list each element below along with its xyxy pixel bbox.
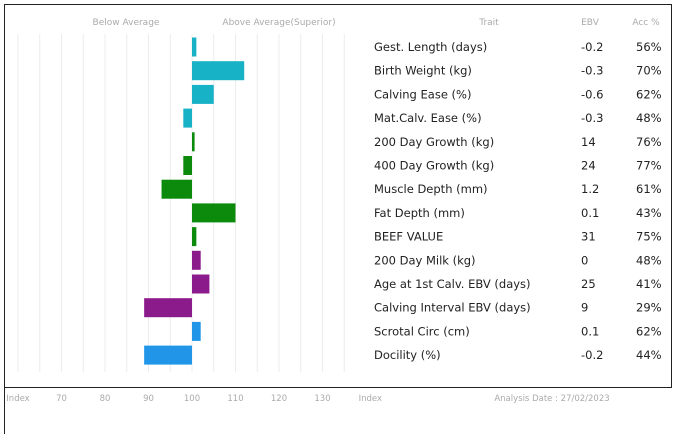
bar — [144, 345, 192, 365]
acc-value: 44% — [636, 348, 662, 362]
tick-label: 70 — [56, 394, 67, 404]
trait-label: Mat.Calv. Ease (%) — [374, 111, 482, 125]
acc-header: Acc % — [632, 18, 660, 28]
ebv-value: -0.2 — [581, 348, 603, 362]
acc-value: 43% — [636, 206, 662, 220]
bar — [192, 37, 197, 57]
ebv-value: -0.6 — [581, 87, 603, 101]
trait-label: Scrotal Circ (cm) — [374, 324, 470, 338]
row-labels: Gest. Length (days) -0.2 56% Birth Weight (… — [374, 40, 662, 362]
ebv-value: 0 — [581, 253, 588, 267]
ebv-value: 31 — [581, 230, 596, 244]
analysis-date: Analysis Date : 27/02/2023 — [494, 394, 609, 404]
trait-label: Age at 1st Calv. EBV (days) — [374, 277, 531, 291]
tick-label: Index — [359, 394, 382, 404]
trait-header: Trait — [478, 18, 499, 28]
acc-value: 56% — [636, 40, 662, 54]
trait-label: Muscle Depth (mm) — [374, 182, 488, 196]
acc-value: 76% — [636, 135, 662, 149]
trait-label: Calving Interval EBV (days) — [374, 301, 531, 315]
bar — [192, 321, 201, 341]
ebv-value: 0.1 — [581, 206, 599, 220]
bar — [183, 108, 192, 128]
ebv-value: 14 — [581, 135, 596, 149]
trait-label: 400 Day Growth (kg) — [374, 159, 494, 173]
acc-value: 29% — [636, 301, 662, 315]
tick-label: 90 — [143, 394, 154, 404]
acc-value: 77% — [636, 159, 662, 173]
bars — [144, 37, 245, 365]
tick-label: 120 — [271, 394, 287, 404]
acc-value: 70% — [636, 64, 662, 78]
acc-value: 62% — [636, 324, 662, 338]
acc-value: 75% — [636, 230, 662, 244]
acc-value: 62% — [636, 87, 662, 101]
above-average-header: Above Average(Superior) — [222, 18, 335, 28]
trait-label: Docility (%) — [374, 348, 441, 362]
x-axis-ticks: Index 70 80 90 100 110 120 130 Index — [6, 394, 382, 404]
trait-label: 200 Day Milk (kg) — [374, 253, 476, 267]
ebv-header: EBV — [581, 18, 600, 28]
trait-label: Fat Depth (mm) — [374, 206, 465, 220]
acc-value: 48% — [636, 253, 662, 267]
chart-frame — [4, 4, 672, 388]
trait-label: Calving Ease (%) — [374, 87, 471, 101]
tick-label: 130 — [314, 394, 330, 404]
tick-label: 80 — [100, 394, 111, 404]
below-average-header: Below Average — [93, 18, 160, 28]
bar — [192, 132, 195, 152]
ebv-value: 1.2 — [581, 182, 599, 196]
ebv-value: 9 — [581, 301, 588, 315]
bar — [144, 298, 192, 318]
trait-label: Gest. Length (days) — [374, 40, 487, 54]
bar — [183, 156, 192, 175]
ebv-value: 0.1 — [581, 324, 599, 338]
bar — [192, 203, 236, 223]
ebv-value: 25 — [581, 277, 596, 291]
bar — [192, 227, 197, 247]
bar — [161, 179, 192, 199]
ebv-value: -0.2 — [581, 40, 603, 54]
tick-label: 110 — [227, 394, 243, 404]
trait-label: Birth Weight (kg) — [374, 64, 472, 78]
acc-value: 41% — [636, 277, 662, 291]
trait-label: 200 Day Growth (kg) — [374, 135, 494, 149]
frame-extension-line — [4, 388, 5, 434]
ebv-value: 24 — [581, 159, 596, 173]
trait-label: BEEF VALUE — [374, 230, 443, 244]
ebv-value: -0.3 — [581, 111, 603, 125]
bar — [192, 274, 210, 294]
tick-label: Index — [6, 394, 29, 404]
acc-value: 61% — [636, 182, 662, 196]
bar — [192, 250, 201, 270]
acc-value: 48% — [636, 111, 662, 125]
gridlines — [17, 34, 345, 372]
tick-label: 100 — [184, 394, 200, 404]
bar — [192, 84, 214, 104]
ebv-value: -0.3 — [581, 64, 603, 78]
column-headers: Below Average Above Average(Superior) Tr… — [93, 18, 661, 28]
bar — [192, 61, 245, 81]
